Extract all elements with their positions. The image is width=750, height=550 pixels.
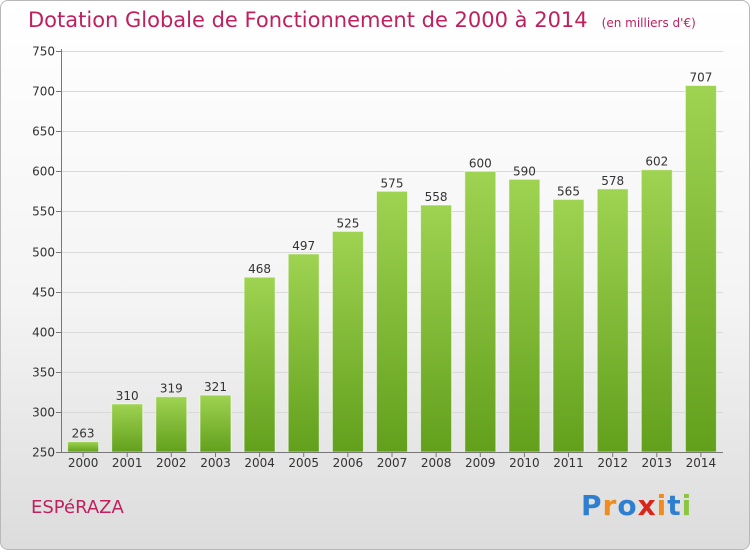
y-tick-label: 650 [32,125,55,139]
logo-letter: r [602,489,618,522]
value-label: 310 [116,389,139,403]
logo-letter: P [581,489,603,522]
bar-2002 [155,396,187,452]
x-tick-label: 2014 [686,456,717,470]
value-label: 602 [645,155,668,169]
y-tick-label: 250 [32,446,55,460]
x-tick-label: 2007 [377,456,408,470]
y-tick-label: 600 [32,165,55,179]
x-tick-label: 2000 [68,456,99,470]
y-tick-label: 350 [32,366,55,380]
bar-2001 [111,403,143,452]
value-label: 578 [601,174,624,188]
value-label: 321 [204,380,227,394]
y-tick-label: 550 [32,205,55,219]
value-label: 565 [557,184,580,198]
logo-letter: t [667,489,682,522]
bar-2011 [553,199,584,452]
value-label: 707 [689,71,712,85]
bar-2009 [464,171,496,453]
bar-2003 [200,395,231,452]
bar-2012 [597,188,629,452]
value-label: 575 [381,176,404,190]
x-tick-label: 2008 [421,456,452,470]
bar-2006 [332,231,364,452]
value-label: 600 [469,156,492,170]
x-tick-label: 2001 [112,456,143,470]
bars [67,85,717,453]
bar-2005 [288,253,320,452]
value-label: 590 [513,164,536,178]
x-tick-label: 2006 [333,456,364,470]
bar-2010 [508,179,540,453]
chart-subtitle: (en milliers d'€) [601,16,696,30]
y-tick-label: 750 [32,45,55,59]
value-label: 497 [292,239,315,253]
logo-letter: x [637,489,657,522]
logo-letter: o [617,489,638,522]
y-tick-label: 400 [32,326,55,340]
x-tick-label: 2002 [156,456,187,470]
bar-2000 [67,441,99,452]
bar-2007 [376,191,408,453]
x-tick-label: 2011 [553,456,584,470]
proxiti-logo: Proxiti [581,489,692,522]
logo-letter: i [681,489,693,522]
x-tick-label: 2004 [244,456,275,470]
chart-title: Dotation Globale de Fonctionnement de 20… [28,8,696,32]
labels: 250 300 350 400 450 500 550 600 650 700 750 263 2000… [32,45,716,471]
y-tick-label: 450 [32,286,55,300]
value-label: 319 [160,382,183,396]
bar-2004 [244,277,276,452]
y-tick-label: 500 [32,246,55,260]
commune-name: ESPéRAZA [31,497,124,518]
bar-2013 [641,169,673,452]
y-tick-label: 300 [32,406,55,420]
bar-2014 [685,85,717,452]
value-label: 263 [72,427,95,441]
x-tick-label: 2013 [642,456,673,470]
value-label: 558 [425,190,448,204]
x-tick-label: 2009 [465,456,496,470]
x-tick-label: 2012 [597,456,628,470]
x-tick-label: 2010 [509,456,540,470]
logo-letter: i [656,489,668,522]
value-label: 525 [336,216,359,230]
y-tick-label: 700 [32,85,55,99]
axes [56,49,723,457]
chart-title-text: Dotation Globale de Fonctionnement de 20… [28,8,588,32]
x-tick-label: 2003 [200,456,231,470]
value-label: 468 [248,262,271,276]
x-tick-label: 2005 [288,456,319,470]
bar-2008 [420,205,452,452]
